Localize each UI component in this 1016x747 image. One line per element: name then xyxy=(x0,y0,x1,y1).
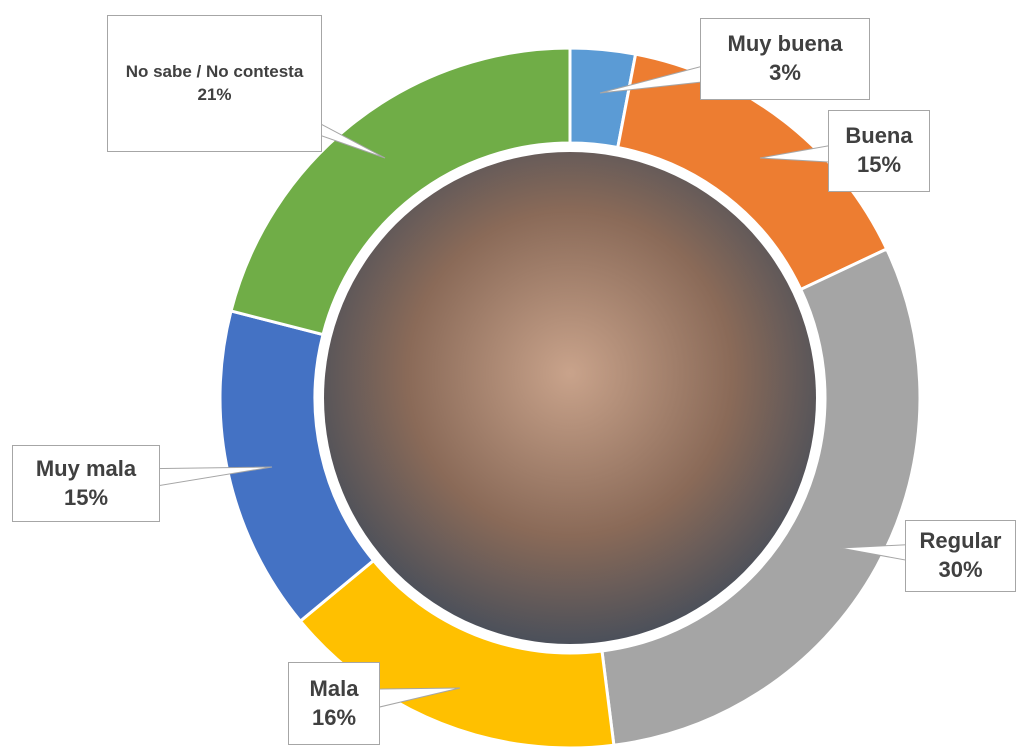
center-photo xyxy=(324,152,816,644)
category-label: Regular xyxy=(920,527,1002,556)
category-label: Mala xyxy=(310,675,359,704)
category-label: Buena xyxy=(845,122,912,151)
value-label: 3% xyxy=(769,59,801,88)
value-label: 16% xyxy=(312,704,356,733)
category-label: Muy mala xyxy=(36,455,136,484)
value-label: 15% xyxy=(857,151,901,180)
category-label: No sabe / No contesta xyxy=(126,61,304,83)
page: Muy buena3%Buena15%Regular30%Mala16%Muy … xyxy=(0,0,1016,747)
value-label: 15% xyxy=(64,484,108,513)
value-label: 21% xyxy=(197,84,231,106)
category-label: Muy buena xyxy=(728,30,843,59)
value-label: 30% xyxy=(938,556,982,585)
